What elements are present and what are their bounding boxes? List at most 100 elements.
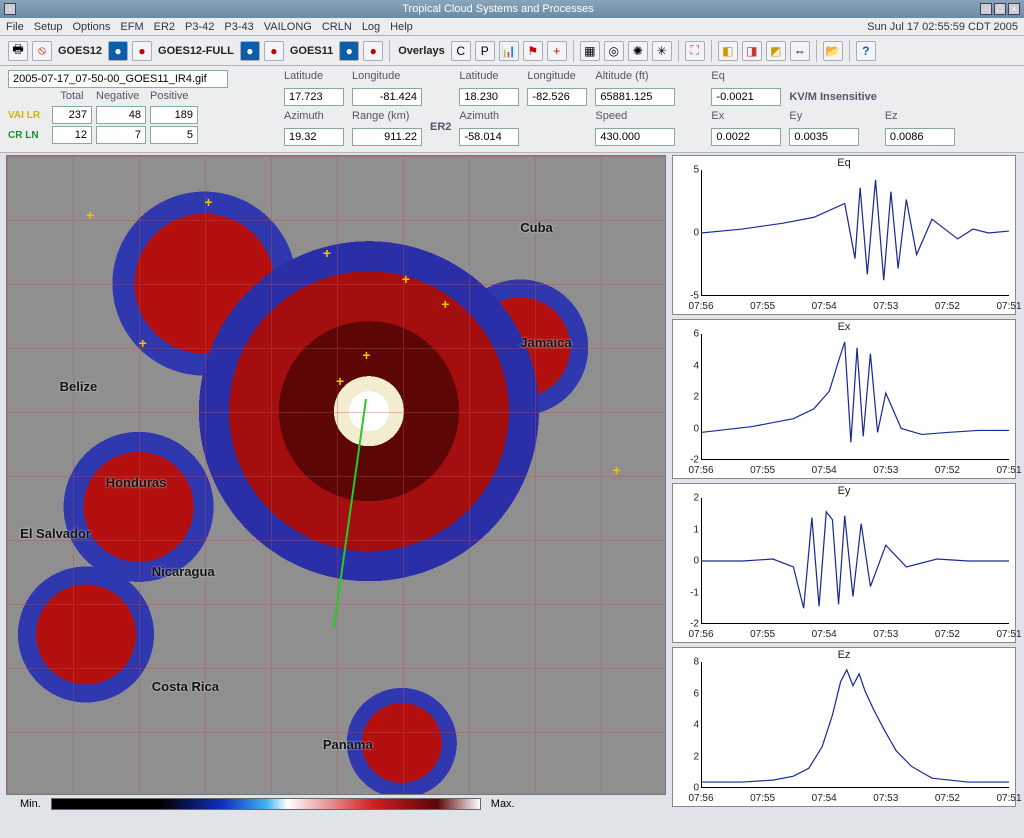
vailr-total[interactable] xyxy=(52,106,92,124)
folder-icon[interactable]: 📂 xyxy=(823,41,843,61)
xtick: 07:56 xyxy=(688,629,713,640)
ez-field[interactable] xyxy=(885,128,955,146)
window-controls: - xyxy=(4,3,16,15)
overlay-c-button[interactable]: C xyxy=(451,41,471,61)
chart-icon[interactable]: 📊 xyxy=(499,41,519,61)
satellite-map[interactable]: Cuba Jamaica Belize Honduras El Salvador… xyxy=(6,155,666,795)
xtick: 07:53 xyxy=(873,793,898,804)
menu-efm[interactable]: EFM xyxy=(120,21,143,33)
chart-ex: Ex -2024607:5607:5507:5407:5307:5207:51 xyxy=(672,319,1016,479)
negative-header: Negative xyxy=(96,90,146,104)
kvm-label: KV/M Insensitive xyxy=(789,88,876,106)
chart-ey: Ey -2-101207:5607:5507:5407:5307:5207:51 xyxy=(672,483,1016,643)
lightning-marker: + xyxy=(86,207,94,223)
goes12-globe-icon[interactable]: ● xyxy=(108,41,128,61)
label-nicaragua: Nicaragua xyxy=(152,564,215,579)
main-area: Cuba Jamaica Belize Honduras El Salvador… xyxy=(0,153,1024,838)
overlay-p-button[interactable]: P xyxy=(475,41,495,61)
colorbar xyxy=(51,798,481,810)
separator xyxy=(678,40,679,62)
target-icon[interactable]: ◎ xyxy=(604,41,624,61)
menu-p342[interactable]: P3-42 xyxy=(185,21,214,33)
az1-header: Azimuth xyxy=(284,110,344,124)
menu-er2[interactable]: ER2 xyxy=(154,21,175,33)
chart-eq: Eq -50507:5607:5507:5407:5307:5207:51 xyxy=(672,155,1016,315)
eq-header: Eq xyxy=(711,70,781,84)
menu-p343[interactable]: P3-43 xyxy=(224,21,253,33)
az1-field[interactable] xyxy=(284,128,344,146)
goes11-dot-icon[interactable]: ● xyxy=(363,41,383,61)
plus-icon[interactable]: + xyxy=(547,41,567,61)
maximize-icon[interactable]: □ xyxy=(994,3,1006,15)
lat2-field[interactable] xyxy=(459,88,519,106)
minimize-icon[interactable]: · xyxy=(980,3,992,15)
lon2-header: Longitude xyxy=(527,70,587,84)
help-icon[interactable]: ? xyxy=(856,41,876,61)
eq-field[interactable] xyxy=(711,88,781,106)
goes12full-globe-icon[interactable]: ● xyxy=(240,41,260,61)
ez-header: Ez xyxy=(885,110,955,124)
rng1-header: Range (km) xyxy=(352,110,422,124)
flag-icon[interactable]: ⚑ xyxy=(523,41,543,61)
ytick: 0 xyxy=(673,228,699,239)
star-icon[interactable]: ✳ xyxy=(652,41,672,61)
menu-file[interactable]: File xyxy=(6,21,24,33)
goes12full-dot-icon[interactable]: ● xyxy=(264,41,284,61)
vailr-neg[interactable] xyxy=(96,106,146,124)
menu-log[interactable]: Log xyxy=(362,21,380,33)
ytick: 1 xyxy=(673,524,699,535)
crln-total[interactable] xyxy=(52,126,92,144)
eraser1-icon[interactable]: ◧ xyxy=(718,41,738,61)
info-panel: Total Negative Positive VAI LR CR LN Lat… xyxy=(0,66,1024,153)
menu-crln[interactable]: CRLN xyxy=(322,21,352,33)
menu-vailong[interactable]: VAILONG xyxy=(264,21,312,33)
goes11-globe-icon[interactable]: ● xyxy=(339,41,359,61)
close-icon[interactable]: × xyxy=(1008,3,1020,15)
spd-header: Speed xyxy=(595,110,675,124)
ytick: 6 xyxy=(673,688,699,699)
label-honduras: Honduras xyxy=(106,475,167,490)
az2-field[interactable] xyxy=(459,128,519,146)
lat1-header: Latitude xyxy=(284,70,344,84)
print-icon[interactable]: 🖶 xyxy=(8,41,28,61)
xtick: 07:52 xyxy=(935,301,960,312)
stop-icon[interactable]: ⦸ xyxy=(32,41,52,61)
window-menu-icon[interactable]: - xyxy=(4,3,16,15)
goes12-dot-icon[interactable]: ● xyxy=(132,41,152,61)
rng1-field[interactable] xyxy=(352,128,422,146)
label-costarica: Costa Rica xyxy=(152,679,219,694)
lat2-header: Latitude xyxy=(459,70,519,84)
lon2-field[interactable] xyxy=(527,88,587,106)
menu-options[interactable]: Options xyxy=(72,21,110,33)
ytick: 0 xyxy=(673,556,699,567)
ex-field[interactable] xyxy=(711,128,781,146)
swap-icon[interactable]: ⇔ xyxy=(790,41,810,61)
xtick: 07:55 xyxy=(750,465,775,476)
grid-icon[interactable]: ▦ xyxy=(580,41,600,61)
ytick: -5 xyxy=(673,291,699,302)
lightning-marker: + xyxy=(402,271,410,287)
window-titlebar: - Tropical Cloud Systems and Processes ·… xyxy=(0,0,1024,18)
xtick: 07:55 xyxy=(750,301,775,312)
xtick: 07:51 xyxy=(996,465,1021,476)
xtick: 07:51 xyxy=(996,629,1021,640)
filename-field[interactable] xyxy=(8,70,228,88)
crln-pos[interactable] xyxy=(150,126,198,144)
window-controls-right: · □ × xyxy=(980,3,1020,15)
alt-field[interactable] xyxy=(595,88,675,106)
crln-neg[interactable] xyxy=(96,126,146,144)
eraser3-icon[interactable]: ◩ xyxy=(766,41,786,61)
spd-field[interactable] xyxy=(595,128,675,146)
colorbar-min: Min. xyxy=(20,798,41,810)
lightning-marker: + xyxy=(362,347,370,363)
compass-icon[interactable]: ✺ xyxy=(628,41,648,61)
eraser2-icon[interactable]: ◨ xyxy=(742,41,762,61)
lon1-field[interactable] xyxy=(352,88,422,106)
xtick: 07:51 xyxy=(996,793,1021,804)
menu-help[interactable]: Help xyxy=(390,21,413,33)
expand-icon[interactable]: ⛶ xyxy=(685,41,705,61)
vailr-pos[interactable] xyxy=(150,106,198,124)
menu-setup[interactable]: Setup xyxy=(34,21,63,33)
ey-field[interactable] xyxy=(789,128,859,146)
lat1-field[interactable] xyxy=(284,88,344,106)
